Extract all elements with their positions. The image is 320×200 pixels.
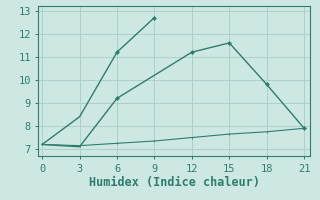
X-axis label: Humidex (Indice chaleur): Humidex (Indice chaleur) xyxy=(89,176,260,189)
